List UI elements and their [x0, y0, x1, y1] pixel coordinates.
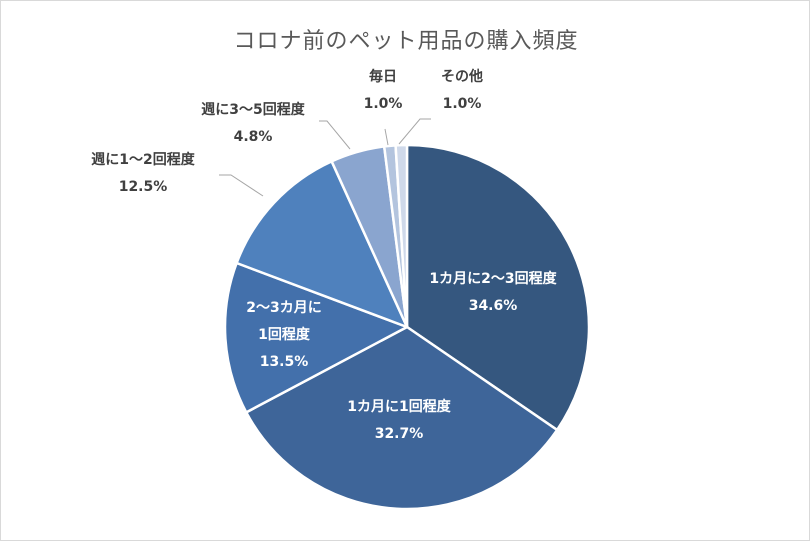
data-label-1: 1カ月に2～3回程度 34.6%	[429, 270, 557, 314]
chart-title: コロナ前のペット用品の購入頻度	[233, 29, 579, 54]
data-label-5: 週に3～5回程度 4.8%	[201, 101, 305, 145]
pie-slice-7	[394, 143, 409, 329]
pie-slice-4	[235, 160, 409, 329]
leader-line-4	[219, 174, 264, 197]
data-label-4: 週に1～2回程度 12.5%	[91, 151, 195, 195]
leader-line-7	[398, 118, 431, 145]
leader-line-5	[319, 120, 351, 150]
data-label-7: その他 1.0%	[441, 68, 483, 112]
pie-slice-3	[223, 261, 409, 414]
pie-slice-1	[405, 143, 591, 432]
leader-line-6	[384, 128, 389, 146]
data-label-3: 2～3カ月に 1回程度 13.5%	[246, 300, 321, 370]
data-label-6: 毎日 1.0%	[364, 68, 403, 112]
pie-slice-2	[245, 325, 559, 511]
data-label-2: 1カ月に1回程度 32.7%	[347, 398, 451, 442]
